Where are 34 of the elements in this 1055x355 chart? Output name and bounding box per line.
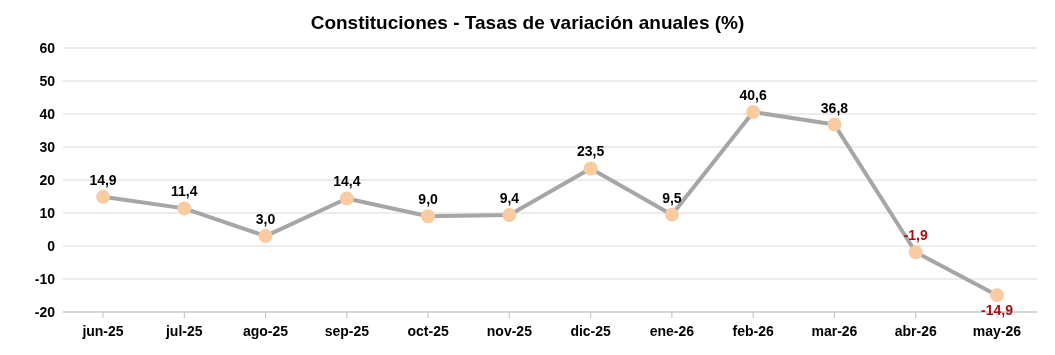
data-label: 9,0 xyxy=(418,191,439,208)
x-tick-label: jul-25 xyxy=(164,322,203,339)
data-label: 14,9 xyxy=(89,171,117,188)
y-tick-label: 50 xyxy=(39,72,56,89)
y-tick-label: 10 xyxy=(39,204,56,221)
y-tick-label: 60 xyxy=(39,39,56,56)
x-tick-label: ago-25 xyxy=(242,322,289,339)
data-label: 36,8 xyxy=(820,99,849,116)
y-tick-label: 40 xyxy=(39,105,56,122)
data-label: 40,6 xyxy=(739,87,768,104)
x-tick-label: abr-26 xyxy=(894,322,937,339)
y-tick-label: -20 xyxy=(34,303,56,320)
y-tick-label: 30 xyxy=(39,138,56,155)
data-label: 3,0 xyxy=(255,211,276,228)
x-tick-label: dic-25 xyxy=(570,322,612,339)
x-tick-label: ene-26 xyxy=(649,322,695,339)
x-tick-label: oct-25 xyxy=(407,322,449,339)
x-tick-label: may-26 xyxy=(972,322,1022,339)
data-label: -1,9 xyxy=(903,227,928,244)
data-label: 9,5 xyxy=(662,189,682,206)
data-label: -14,9 xyxy=(981,302,1014,319)
data-label: 23,5 xyxy=(577,143,605,160)
x-tick-label: mar-26 xyxy=(811,322,858,339)
x-tick-label: jun-25 xyxy=(81,322,124,339)
y-tick-label: -10 xyxy=(34,270,56,287)
y-tick-label: 20 xyxy=(39,171,56,188)
x-tick-label: feb-26 xyxy=(732,322,775,339)
x-tick-label: nov-25 xyxy=(486,322,533,339)
x-tick-label: sep-25 xyxy=(324,322,370,339)
data-label: 11,4 xyxy=(171,183,198,200)
y-tick-label: 0 xyxy=(47,237,56,254)
data-label: 14,4 xyxy=(333,173,361,190)
data-label: 9,4 xyxy=(499,189,520,206)
chart-title: Constituciones - Tasas de variación anuales (%) xyxy=(309,11,746,35)
